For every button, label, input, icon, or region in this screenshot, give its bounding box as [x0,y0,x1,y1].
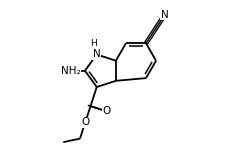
Text: O: O [81,117,89,127]
Text: O: O [102,106,110,116]
Text: H: H [90,39,96,49]
Text: N: N [160,10,168,20]
Text: N: N [93,49,100,60]
Text: NH₂: NH₂ [61,66,80,76]
